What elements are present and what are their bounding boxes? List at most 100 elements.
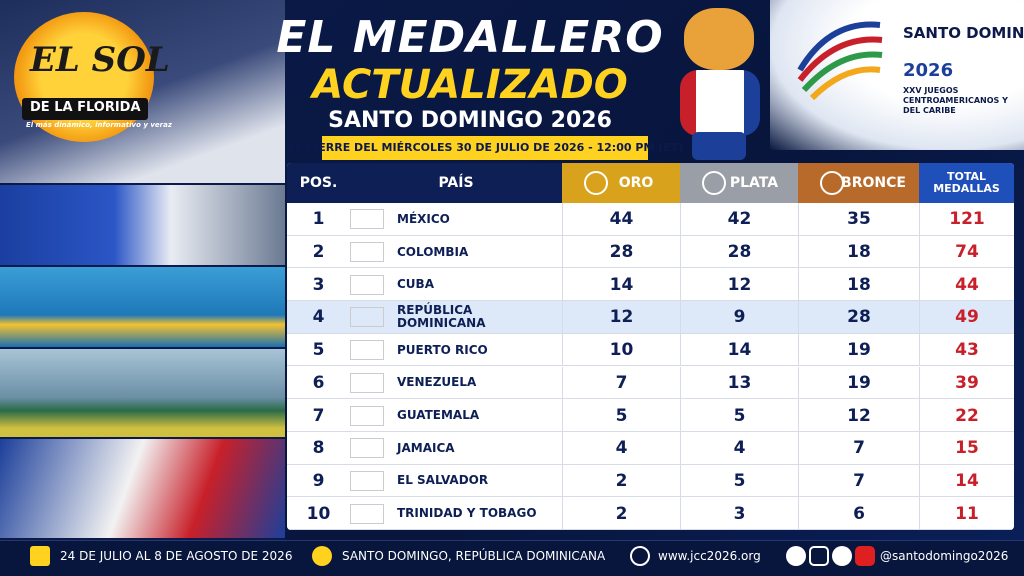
medal-count: 3 bbox=[680, 497, 798, 530]
medal-count: 12 bbox=[798, 399, 919, 432]
total: 39 bbox=[919, 366, 1014, 400]
facebook-icon[interactable] bbox=[786, 546, 806, 566]
flag bbox=[350, 372, 384, 393]
total: 44 bbox=[919, 268, 1014, 302]
position: 5 bbox=[312, 340, 325, 361]
mascot-head bbox=[684, 8, 754, 70]
medal-count: 14 bbox=[562, 268, 680, 302]
medal-count: 7 bbox=[798, 464, 919, 498]
table-row bbox=[287, 333, 1014, 367]
flag bbox=[350, 209, 384, 230]
footer-bar bbox=[0, 540, 1024, 576]
logo-backdrop bbox=[770, 0, 1024, 150]
medal-count: 42 bbox=[680, 203, 798, 236]
medal-count: 28 bbox=[680, 235, 798, 269]
table-row bbox=[287, 235, 1014, 269]
subtitle: ACTUALIZADO bbox=[312, 62, 628, 108]
table-row bbox=[287, 399, 1014, 432]
games-year: 2026 bbox=[903, 60, 954, 81]
country: REPÚBLICA DOMINICANA bbox=[397, 303, 486, 331]
location-icon bbox=[312, 546, 332, 566]
total: 74 bbox=[919, 235, 1014, 269]
position: 7 bbox=[312, 405, 325, 426]
medal-icon bbox=[702, 171, 726, 195]
total: 49 bbox=[919, 301, 1014, 334]
footer-website: www.jcc2026.org bbox=[658, 549, 761, 563]
medal-count: 12 bbox=[562, 301, 680, 334]
total: 11 bbox=[919, 497, 1014, 530]
total: 43 bbox=[919, 333, 1014, 367]
position: 3 bbox=[312, 274, 325, 295]
flag bbox=[350, 340, 384, 361]
x-icon[interactable] bbox=[832, 546, 852, 566]
position: 1 bbox=[312, 209, 325, 230]
table-row bbox=[287, 497, 1014, 530]
column-header: TOTAL MEDALLAS bbox=[919, 163, 1014, 203]
cutoff-text: AL CIERRE DEL MIÉRCOLES 30 DE JULIO DE 2… bbox=[286, 141, 684, 154]
total: 121 bbox=[919, 203, 1014, 236]
medal-count: 44 bbox=[562, 203, 680, 236]
medal-count: 4 bbox=[680, 431, 798, 465]
photo-swimmer bbox=[0, 267, 285, 349]
flag bbox=[350, 470, 384, 491]
column-header: BRONCE bbox=[798, 163, 919, 203]
table-row bbox=[287, 366, 1014, 400]
brand-logo bbox=[14, 12, 154, 142]
medal-icon bbox=[584, 171, 608, 195]
medal-count: 18 bbox=[798, 268, 919, 302]
country: EL SALVADOR bbox=[397, 473, 489, 488]
footer-location: SANTO DOMINGO, REPÚBLICA DOMINICANA bbox=[342, 549, 606, 563]
games-emblem bbox=[797, 21, 883, 100]
position: 2 bbox=[312, 242, 325, 263]
flag bbox=[350, 405, 384, 426]
country: GUATEMALA bbox=[397, 408, 480, 423]
brand-tagline: El más dinámico, informativo y veraz bbox=[26, 121, 172, 129]
medal-count: 4 bbox=[562, 431, 680, 465]
medal-count: 5 bbox=[562, 399, 680, 432]
photo-rowing bbox=[0, 349, 285, 439]
medal-count: 2 bbox=[562, 464, 680, 498]
medal-count: 18 bbox=[798, 235, 919, 269]
column-header: POS. bbox=[287, 163, 350, 203]
instagram-icon[interactable] bbox=[809, 546, 829, 566]
country: CUBA bbox=[397, 277, 434, 292]
photo-runner bbox=[0, 439, 285, 540]
games-city: SANTO DOMINGO bbox=[903, 24, 1024, 42]
country: COLOMBIA bbox=[397, 244, 469, 259]
youtube-icon[interactable] bbox=[855, 546, 875, 566]
table-row bbox=[287, 431, 1014, 465]
country: TRINIDAD Y TOBAGO bbox=[397, 506, 537, 521]
total: 22 bbox=[919, 399, 1014, 432]
flag bbox=[350, 503, 384, 524]
medal-count: 7 bbox=[798, 431, 919, 465]
medal-count: 7 bbox=[562, 366, 680, 400]
column-header: PAÍS bbox=[350, 163, 562, 203]
cutoff-banner bbox=[322, 136, 648, 160]
column-header: PLATA bbox=[680, 163, 798, 203]
brand-banner bbox=[22, 98, 148, 120]
medal-count: 12 bbox=[680, 268, 798, 302]
column-header: ORO bbox=[562, 163, 680, 203]
position: 6 bbox=[312, 372, 325, 393]
medal-count: 9 bbox=[680, 301, 798, 334]
table-row bbox=[287, 301, 1014, 334]
footer-dates: 24 DE JULIO AL 8 DE AGOSTO DE 2026 bbox=[60, 549, 293, 563]
country: JAMAICA bbox=[397, 440, 455, 455]
country: VENEZUELA bbox=[397, 375, 477, 390]
position: 4 bbox=[312, 307, 325, 328]
table-row bbox=[287, 464, 1014, 498]
mascot-body bbox=[680, 70, 760, 136]
medal-count: 13 bbox=[680, 366, 798, 400]
medal-count: 6 bbox=[798, 497, 919, 530]
medal-count: 35 bbox=[798, 203, 919, 236]
flag bbox=[350, 242, 384, 263]
medal-count: 5 bbox=[680, 399, 798, 432]
medal-count: 28 bbox=[562, 235, 680, 269]
medal-count: 19 bbox=[798, 366, 919, 400]
medal-table: POS. PAÍS ORO PLATA BRONCE TOTAL MEDALLAS 1 MÉX… bbox=[287, 163, 1014, 530]
table-row bbox=[287, 268, 1014, 302]
flag bbox=[350, 274, 384, 295]
flag bbox=[350, 307, 384, 328]
medal-count: 2 bbox=[562, 497, 680, 530]
country: MÉXICO bbox=[397, 211, 450, 226]
